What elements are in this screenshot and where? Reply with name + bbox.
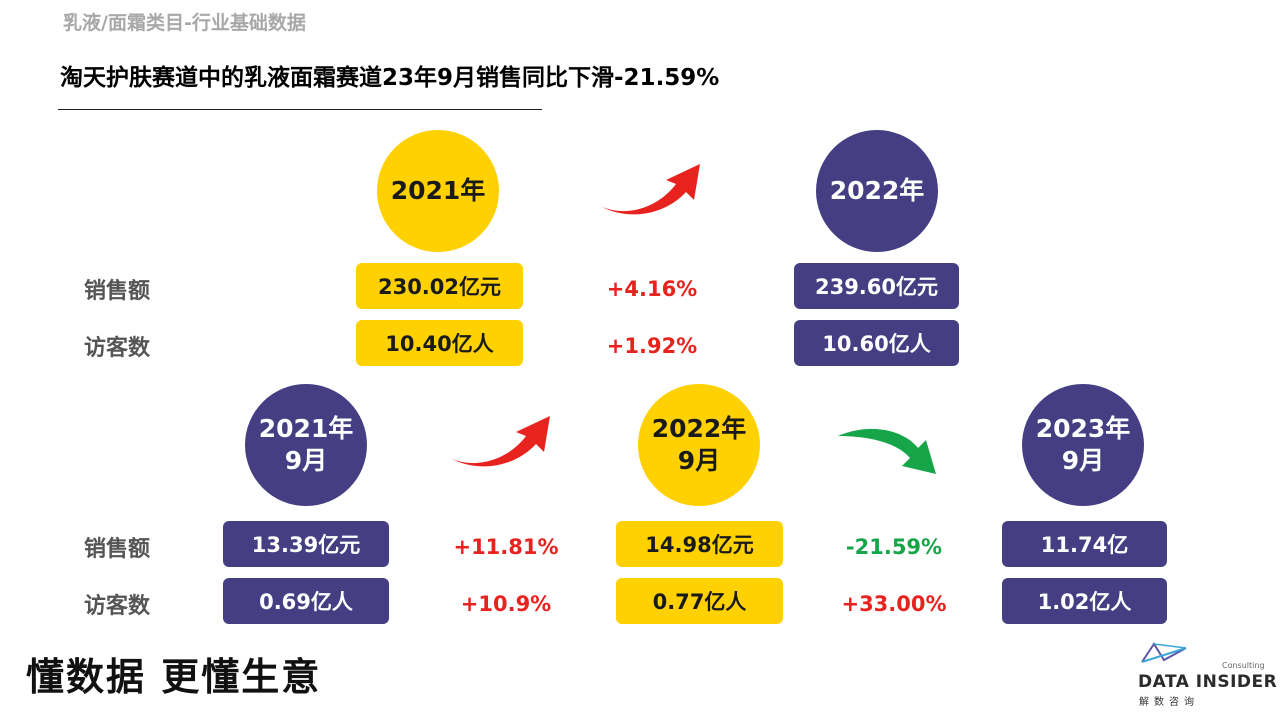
visitors-sep-2022-box: 0.77亿人 [616,578,783,624]
sep-2022-circle: 2022年 9月 [638,384,760,506]
visitors-2021-box: 10.40亿人 [356,320,523,366]
sep-2023-circle: 2023年 9月 [1022,384,1144,506]
visitors-sep-2023-box: 1.02亿人 [1002,578,1167,624]
row-label-sales: 销售额 [84,279,151,304]
sales-change-sep-2021-2022: +11.81% [453,535,559,559]
visitors-2022-box: 10.60亿人 [794,320,959,366]
visitors-change-sep-2021-2022: +10.9% [460,592,552,616]
logo-subtitle: 解数咨询 [1139,697,1199,708]
visitors-change-2021-2022: +1.92% [606,334,698,358]
sales-2021-box: 230.02亿元 [356,263,523,309]
slogan: 懂数据 更懂生意 [26,655,322,699]
sales-sep-2021-box: 13.39亿元 [223,521,389,567]
section-label: 乳液/面霜类目-行业基础数据 [63,12,306,34]
curved-arrow-up-icon [450,416,550,467]
year-2022-circle: 2022年 [816,130,938,252]
logo-name: DATA INSIDER [1138,672,1278,692]
sales-change-sep-2022-2023: -21.59% [845,535,943,559]
sales-sep-2022-box: 14.98亿元 [616,521,783,567]
sales-change-2021-2022: +4.16% [606,277,698,301]
row-label-visitors: 访客数 [84,336,151,361]
visitors-change-sep-2022-2023: +33.00% [841,592,947,616]
data-insider-logo-icon [1141,642,1187,663]
curved-arrow-up-icon [600,164,700,215]
year-2021-circle: 2021年 [377,130,499,252]
logo-consulting: Consulting [1222,661,1265,670]
title-divider [58,109,542,110]
sep-2021-circle: 2021年 9月 [245,384,367,506]
row-label-visitors: 访客数 [84,594,151,619]
visitors-sep-2021-box: 0.69亿人 [223,578,389,624]
sales-2022-box: 239.60亿元 [794,263,959,309]
curved-arrow-down-icon [838,428,936,474]
row-label-sales: 销售额 [84,537,151,562]
sales-sep-2023-box: 11.74亿 [1002,521,1167,567]
page-title: 淘天护肤赛道中的乳液面霜赛道23年9月销售同比下滑-21.59% [60,65,720,91]
